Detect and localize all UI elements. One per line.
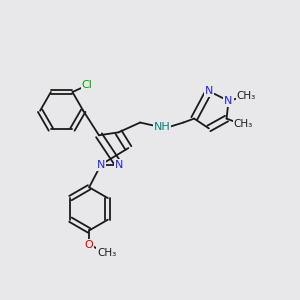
- Text: O: O: [85, 240, 94, 250]
- Text: NH: NH: [153, 122, 170, 132]
- Text: CH₃: CH₃: [237, 91, 256, 101]
- Text: N: N: [114, 160, 123, 170]
- Text: N: N: [205, 86, 213, 96]
- Text: CH₃: CH₃: [234, 119, 253, 130]
- Text: Cl: Cl: [82, 80, 93, 90]
- Text: N: N: [224, 96, 233, 106]
- Text: CH₃: CH₃: [97, 248, 116, 258]
- Text: N: N: [97, 160, 105, 170]
